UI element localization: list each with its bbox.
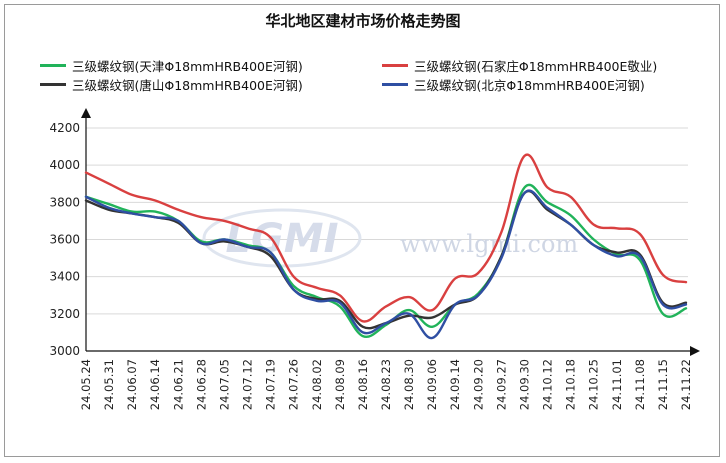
watermark-url: www.lgmi.com [400, 230, 578, 258]
x-tick-label: 24.11.15 [656, 359, 670, 410]
chart-title: 华北地区建材市场价格走势图 [265, 12, 461, 30]
x-tick-label: 24.09.20 [471, 359, 485, 410]
x-tick-label: 24.06.14 [148, 359, 162, 410]
watermark-logo-ring [202, 208, 362, 268]
x-tick-label: 24.10.25 [587, 359, 601, 410]
x-tick-label: 24.08.23 [379, 359, 393, 410]
legend-swatch-tianjin [40, 63, 66, 67]
x-tick-label: 24.07.05 [217, 359, 231, 410]
x-tick-label: 24.08.16 [356, 359, 370, 410]
chart-frame [4, 4, 720, 457]
series-lines [84, 153, 688, 340]
legend-label-beijing: 三级螺纹钢(北京Φ18mmHRB400E河钢) [414, 77, 645, 93]
watermark: LGMI www.lgmi.com [202, 208, 578, 268]
x-tick-label: 24.11.08 [633, 359, 647, 410]
y-tick-label: 3400 [49, 270, 80, 284]
y-tick-label: 3800 [49, 195, 80, 209]
x-tick-label: 24.08.09 [333, 359, 347, 410]
x-tick-label: 24.10.12 [541, 359, 555, 410]
x-tick-label: 24.11.01 [610, 359, 624, 410]
x-tick-label: 24.09.14 [448, 359, 462, 410]
y-tick-label: 3600 [49, 233, 80, 247]
x-tick-label: 24.07.12 [241, 359, 255, 410]
x-tick-label: 24.06.21 [171, 359, 185, 410]
x-axis-arrow [690, 346, 700, 356]
x-tick-label: 24.09.30 [517, 359, 531, 410]
x-tick-label: 24.07.19 [264, 359, 278, 410]
x-tick-label: 24.10.18 [564, 359, 578, 410]
legend-item-tangshan: 三级螺纹钢(唐山Φ18mmHRB400E河钢) [40, 75, 303, 93]
series-line-beijing [84, 189, 688, 340]
x-tick-label: 24.07.26 [287, 359, 301, 410]
x-tick-label: 24.08.30 [402, 359, 416, 410]
legend-item-shijiazhuang: 三级螺纹钢(石家庄Φ18mmHRB400E敬业) [382, 56, 657, 74]
x-tick-label: 24.08.02 [310, 359, 324, 410]
legend-label-shijiazhuang: 三级螺纹钢(石家庄Φ18mmHRB400E敬业) [414, 58, 658, 74]
x-tick-label: 24.11.22 [679, 359, 693, 410]
legend-item-beijing: 三级螺纹钢(北京Φ18mmHRB400E河钢) [382, 75, 645, 93]
chart-legend: 三级螺纹钢(天津Φ18mmHRB400E河钢) 三级螺纹钢(石家庄Φ18mmHR… [40, 56, 700, 100]
x-tick-label: 24.09.06 [425, 359, 439, 410]
x-tick-label: 24.09.27 [494, 359, 508, 410]
series-line-shijiazhuang [84, 153, 688, 323]
y-tick-label: 3000 [49, 344, 80, 358]
legend-swatch-tangshan [40, 82, 66, 86]
legend-label-tianjin: 三级螺纹钢(天津Φ18mmHRB400E河钢) [72, 58, 303, 74]
x-tick-labels: 24.05.24 24.05.31 24.06.07 24.06.14 24.06.21… [79, 359, 693, 410]
x-tick-label: 24.06.28 [194, 359, 208, 410]
y-tick-label: 4200 [49, 121, 80, 135]
y-tick-labels: 3000 3200 3400 3600 3800 4000 4200 [49, 121, 80, 358]
legend-swatch-shijiazhuang [382, 63, 408, 67]
x-tick-label: 24.06.07 [125, 359, 139, 410]
y-tick-label: 4000 [49, 158, 80, 172]
legend-swatch-beijing [382, 82, 408, 86]
y-axis-arrow [81, 108, 91, 118]
axes [81, 108, 700, 356]
x-tick-label: 24.05.24 [79, 359, 93, 410]
legend-item-tianjin: 三级螺纹钢(天津Φ18mmHRB400E河钢) [40, 56, 303, 74]
x-tick-label: 24.05.31 [102, 359, 116, 410]
grid-lines [86, 127, 688, 315]
y-tick-label: 3200 [49, 307, 80, 321]
legend-label-tangshan: 三级螺纹钢(唐山Φ18mmHRB400E河钢) [72, 77, 303, 93]
